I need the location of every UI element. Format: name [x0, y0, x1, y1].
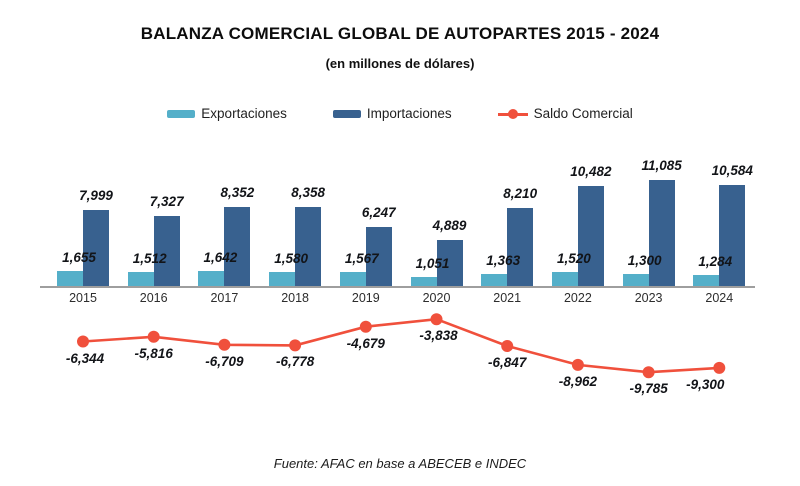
value-label-exportaciones-2019: 1,567 [344, 251, 379, 266]
x-axis-line [40, 286, 755, 288]
bar-exportaciones-2019 [339, 272, 366, 287]
value-label-exportaciones-2018: 1,580 [274, 251, 308, 266]
value-label-exportaciones-2016: 1,512 [132, 251, 167, 266]
bar-importaciones-2024 [719, 185, 746, 287]
value-label-exportaciones-2024: 1,284 [698, 254, 733, 269]
marker-saldo-2022 [571, 358, 584, 371]
bar-importaciones-2020 [436, 240, 463, 287]
bar-exportaciones-2015 [57, 271, 83, 287]
marker-saldo-2024 [713, 361, 726, 374]
value-label-importaciones-2015: 7,999 [79, 188, 113, 203]
source-note: Fuente: AFAC en base a ABECEB e INDEC [273, 456, 527, 471]
bar-exportaciones-2022 [551, 272, 578, 287]
bar-importaciones-2019 [365, 227, 392, 287]
x-axis-label-2015: 2015 [69, 291, 97, 305]
value-label-saldo-2024: -9,300 [686, 376, 725, 392]
value-label-exportaciones-2021: 1,363 [486, 253, 521, 268]
marker-saldo-2017 [218, 338, 231, 351]
x-axis-label-2016: 2016 [139, 291, 168, 305]
legend-label-exportaciones: Exportaciones [201, 106, 287, 121]
bar-exportaciones-2023 [622, 274, 649, 287]
value-label-exportaciones-2022: 1,520 [556, 251, 591, 266]
x-axis-label-2019: 2019 [351, 291, 380, 305]
value-label-exportaciones-2015: 1,655 [62, 250, 96, 265]
x-axis-label-2021: 2021 [493, 291, 522, 305]
bar-exportaciones-2017 [198, 271, 225, 287]
legend-item-saldo: Saldo Comercial [497, 106, 633, 121]
value-label-exportaciones-2023: 1,300 [627, 253, 662, 268]
value-label-saldo-2016: -5,816 [134, 345, 173, 361]
bar-importaciones-2022 [577, 186, 604, 287]
value-label-exportaciones-2020: 1,051 [415, 256, 450, 271]
marker-saldo-2020 [430, 313, 443, 326]
marker-saldo-2021 [501, 340, 514, 352]
bar-importaciones-2018 [295, 207, 322, 287]
bar-exportaciones-2016 [127, 272, 154, 287]
x-axis-label-2020: 2020 [422, 291, 451, 305]
legend: Exportaciones Importaciones Saldo Comerc… [0, 106, 800, 121]
saldo-line-marker-icon [497, 108, 528, 120]
marker-saldo-2016 [147, 330, 160, 343]
bar-importaciones-2016 [153, 216, 180, 287]
legend-item-importaciones: Importaciones [332, 106, 452, 121]
value-label-importaciones-2024: 10,584 [711, 163, 753, 178]
bar-importaciones-2015 [83, 210, 109, 287]
x-axis-label-2022: 2022 [563, 291, 592, 305]
exportaciones-swatch-icon [167, 109, 196, 118]
value-label-importaciones-2021: 8,210 [503, 186, 538, 201]
value-label-saldo-2022: -8,962 [558, 373, 598, 389]
legend-label-saldo: Saldo Comercial [533, 106, 633, 121]
chart-title: BALANZA COMERCIAL GLOBAL DE AUTOPARTES 2… [140, 24, 660, 43]
bar-importaciones-2017 [224, 207, 251, 287]
x-axis-label-2023: 2023 [634, 291, 663, 305]
marker-saldo-2023 [642, 366, 655, 379]
value-label-importaciones-2023: 11,085 [641, 158, 682, 173]
bar-importaciones-2023 [648, 180, 675, 287]
legend-label-importaciones: Importaciones [366, 106, 452, 121]
value-label-saldo-2021: -6,847 [488, 355, 527, 370]
value-label-exportaciones-2017: 1,642 [203, 250, 238, 265]
value-label-saldo-2015: -6,344 [65, 350, 105, 366]
value-label-importaciones-2017: 8,352 [220, 185, 255, 200]
saldo-dot-icon [507, 108, 518, 119]
importaciones-swatch-icon [332, 109, 361, 118]
bar-importaciones-2021 [507, 208, 534, 287]
chart-subtitle: (en millones de dólares) [325, 56, 475, 71]
value-label-saldo-2019: -4,679 [346, 335, 385, 351]
value-label-importaciones-2022: 10,482 [570, 164, 612, 179]
marker-saldo-2018 [289, 339, 302, 352]
marker-saldo-2015 [77, 335, 89, 348]
value-label-saldo-2020: -3,838 [419, 328, 458, 344]
x-axis-label-2018: 2018 [281, 291, 309, 305]
value-label-saldo-2023: -9,785 [629, 381, 668, 397]
value-label-importaciones-2020: 4,889 [432, 218, 467, 233]
value-label-importaciones-2019: 6,247 [361, 205, 396, 220]
x-axis-label-2017: 2017 [210, 291, 239, 305]
marker-saldo-2019 [359, 320, 372, 333]
bar-exportaciones-2021 [481, 274, 508, 287]
value-label-importaciones-2018: 8,358 [291, 185, 325, 200]
bar-exportaciones-2024 [693, 275, 720, 287]
legend-item-exportaciones: Exportaciones [167, 106, 287, 121]
value-label-saldo-2018: -6,778 [275, 354, 315, 370]
bar-exportaciones-2020 [410, 277, 437, 287]
x-axis-label-2024: 2024 [705, 291, 734, 305]
value-label-saldo-2017: -6,709 [205, 353, 244, 369]
saldo-comercial-line [82, 317, 720, 374]
bar-exportaciones-2018 [269, 272, 296, 287]
value-label-importaciones-2016: 7,327 [149, 194, 184, 209]
